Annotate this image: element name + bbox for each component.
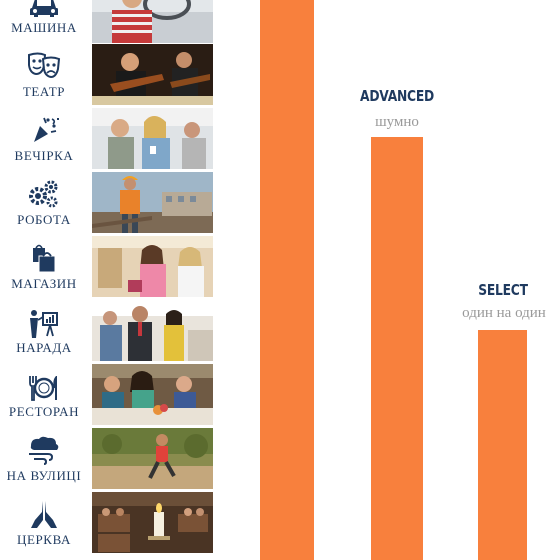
party-popper-icon — [26, 114, 62, 146]
bar-2 — [478, 330, 527, 560]
photo-car — [92, 0, 213, 43]
photo-shop — [92, 236, 213, 297]
category-label: РЕСТОРАН — [8, 404, 80, 419]
bar-title-select: SELECT — [478, 281, 528, 299]
category-label: ТЕАТР — [22, 84, 66, 99]
cutlery-icon — [26, 372, 62, 404]
category-work: РОБОТА — [0, 174, 88, 238]
photo-theater — [92, 44, 213, 105]
bar-sublabel-advanced: шумно — [375, 114, 419, 130]
category-party: ВЕЧІРКА — [0, 110, 88, 174]
category-meeting: НАРАДА — [0, 302, 88, 366]
photo-party — [92, 108, 213, 169]
category-shop: МАГАЗИН — [0, 238, 88, 302]
praying-hands-icon — [26, 498, 62, 530]
category-theater: ТЕАТР — [0, 46, 88, 110]
bar-0 — [260, 0, 314, 560]
photo-work — [92, 172, 213, 233]
photo-street — [92, 428, 213, 489]
category-label: МАШИНА — [11, 20, 77, 35]
bar-sublabel-select: один на один — [462, 305, 546, 321]
gears-icon — [26, 178, 62, 210]
category-car: МАШИНА — [0, 0, 88, 46]
category-street: НА ВУЛИЦІ — [0, 430, 88, 494]
photo-church — [92, 492, 213, 553]
category-label: РОБОТА — [17, 212, 71, 227]
presentation-icon — [26, 308, 62, 340]
category-label: МАГАЗИН — [11, 276, 77, 291]
category-label: ЦЕРКВА — [16, 532, 72, 547]
car-icon — [26, 0, 62, 20]
category-label: НАРАДА — [16, 340, 72, 355]
theater-masks-icon — [26, 50, 62, 82]
bar-1 — [371, 137, 423, 560]
photo-meeting — [92, 300, 213, 361]
bar-title-advanced: ADVANCED — [360, 87, 434, 105]
wind-icon — [26, 434, 62, 466]
category-restaurant: РЕСТОРАН — [0, 366, 88, 430]
shopping-bags-icon — [26, 242, 62, 274]
photo-restaurant — [92, 364, 213, 425]
category-church: ЦЕРКВА — [0, 494, 88, 558]
category-label: ВЕЧІРКА — [14, 148, 74, 163]
category-label: НА ВУЛИЦІ — [6, 468, 82, 483]
